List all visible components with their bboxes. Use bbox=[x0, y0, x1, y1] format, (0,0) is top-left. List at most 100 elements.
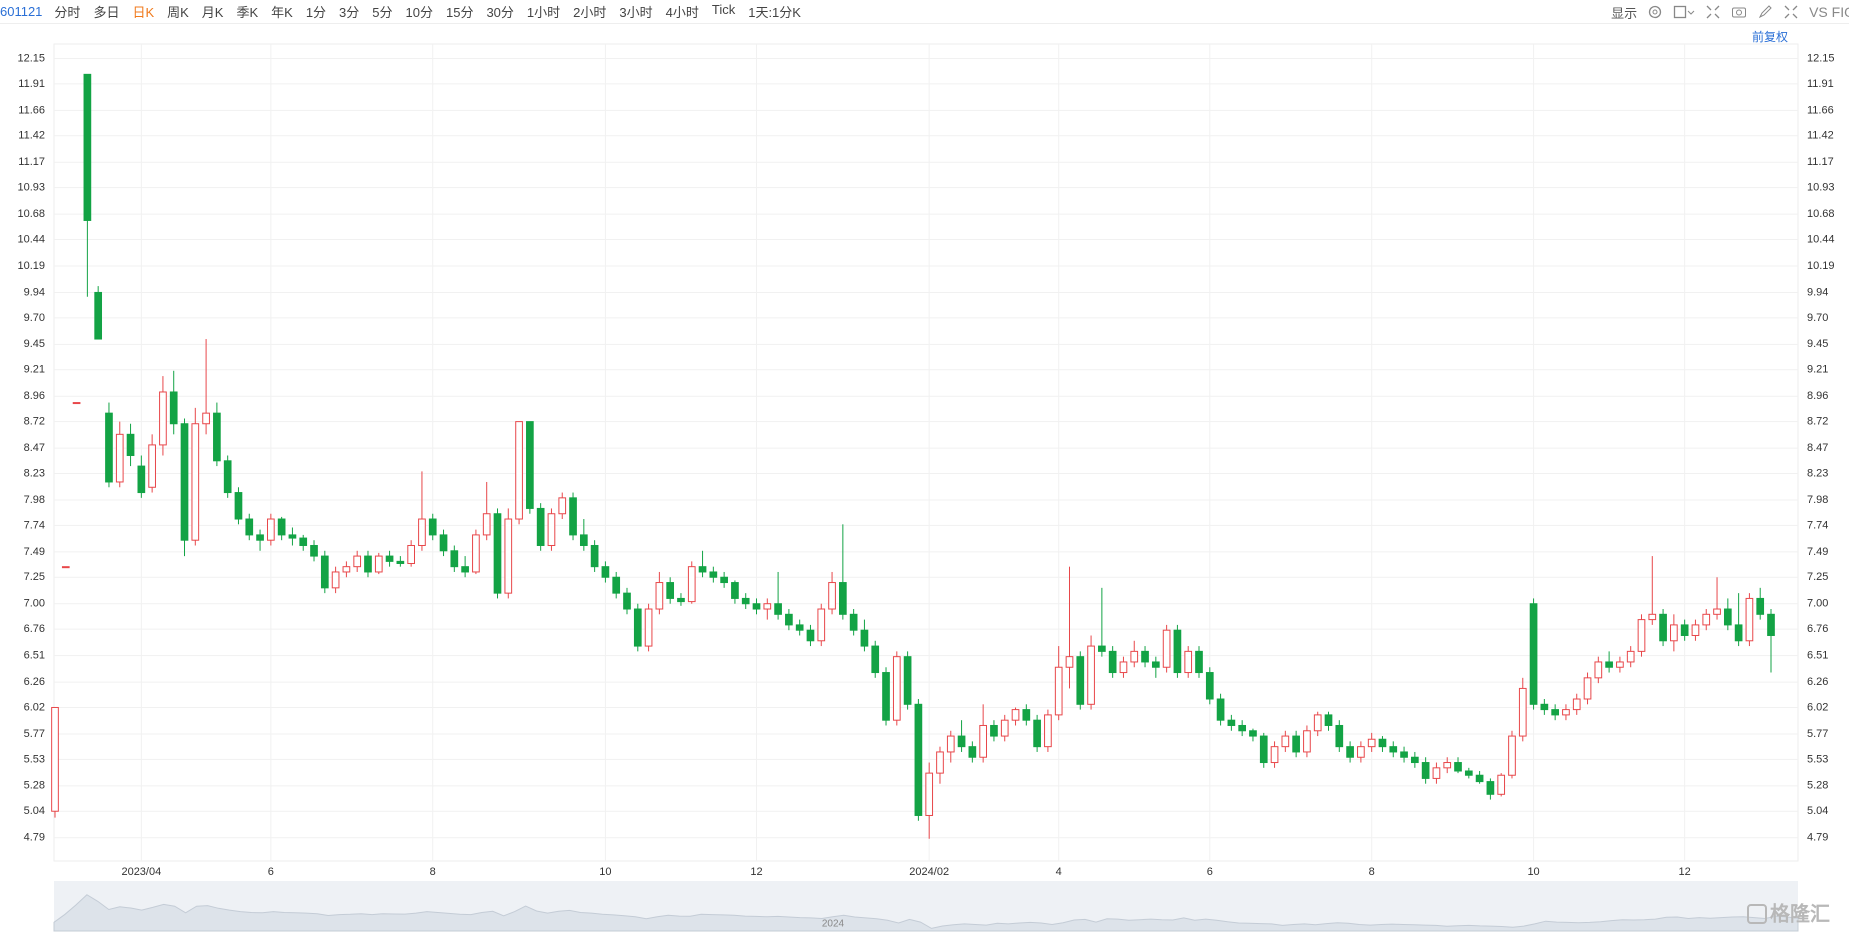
candle-body bbox=[61, 566, 70, 569]
candle bbox=[1723, 598, 1732, 631]
y-tick-label: 6.51 bbox=[24, 650, 45, 662]
candle bbox=[892, 651, 901, 726]
candle-body bbox=[504, 518, 513, 594]
y-tick-label: 7.98 bbox=[24, 494, 45, 506]
candle bbox=[1583, 672, 1592, 705]
candle bbox=[1184, 646, 1193, 678]
display-menu[interactable]: 显示 bbox=[1611, 5, 1638, 21]
candle-body bbox=[990, 724, 998, 737]
period-tab[interactable]: 4小时 bbox=[665, 5, 699, 20]
period-tab[interactable]: 多日 bbox=[93, 5, 120, 20]
candle-body bbox=[860, 629, 869, 647]
period-tab[interactable]: 10分 bbox=[405, 5, 433, 20]
period-tab[interactable]: 日K bbox=[132, 5, 155, 20]
candle bbox=[1562, 704, 1570, 721]
candle-body bbox=[1443, 762, 1452, 769]
candle bbox=[115, 421, 124, 488]
y-tick-label-right: 9.45 bbox=[1807, 338, 1828, 350]
candle-body bbox=[428, 518, 437, 536]
candle bbox=[1486, 778, 1495, 800]
candle-body bbox=[148, 444, 156, 488]
candle-body bbox=[1087, 645, 1095, 705]
period-tab[interactable]: 5分 bbox=[372, 5, 393, 20]
period-tab[interactable]: 3小时 bbox=[619, 5, 653, 20]
compare[interactable]: VS FIO bbox=[1809, 4, 1849, 20]
period-tab[interactable]: 分时 bbox=[54, 5, 81, 20]
candle bbox=[979, 704, 987, 763]
candle-body bbox=[105, 412, 113, 483]
period-tab[interactable]: 1天:1分K bbox=[748, 5, 801, 20]
y-tick-label: 6.26 bbox=[24, 676, 45, 688]
candle-body bbox=[1098, 645, 1106, 652]
period-tab[interactable]: 1分 bbox=[305, 5, 327, 20]
candle bbox=[1335, 720, 1344, 752]
y-tick-label-right: 7.00 bbox=[1807, 598, 1828, 610]
candle bbox=[644, 603, 653, 652]
candle bbox=[839, 524, 847, 620]
candle-body bbox=[536, 507, 545, 546]
candle-body bbox=[763, 603, 772, 610]
candle-body bbox=[547, 513, 556, 546]
camera-icon[interactable] bbox=[1731, 4, 1747, 20]
candle bbox=[353, 550, 362, 572]
candle-body bbox=[1011, 709, 1020, 721]
y-tick-label-right: 8.72 bbox=[1807, 416, 1828, 428]
candle bbox=[731, 580, 739, 604]
candle bbox=[601, 561, 610, 583]
x-tick-label: 4 bbox=[1056, 866, 1062, 878]
candle bbox=[612, 571, 621, 599]
candle-body bbox=[871, 645, 880, 674]
candle bbox=[1734, 593, 1743, 647]
draw-icon[interactable] bbox=[1757, 4, 1773, 20]
y-tick-label-right: 7.74 bbox=[1807, 519, 1828, 531]
candle bbox=[1691, 619, 1700, 641]
adjust-mode[interactable]: 前复权 bbox=[1752, 30, 1789, 44]
candle-body bbox=[1702, 613, 1711, 626]
candle bbox=[1572, 693, 1581, 715]
candle bbox=[957, 720, 966, 752]
candle-body bbox=[159, 391, 167, 446]
candle-body bbox=[526, 421, 534, 509]
candle bbox=[871, 640, 880, 678]
x-tick-label: 6 bbox=[268, 866, 274, 878]
period-tab[interactable]: 1小时 bbox=[526, 5, 561, 20]
candle-body bbox=[1259, 735, 1268, 764]
candle bbox=[590, 540, 599, 572]
period-tab[interactable]: 15分 bbox=[445, 5, 474, 20]
y-tick-label: 8.96 bbox=[24, 390, 45, 402]
period-tab[interactable]: 30分 bbox=[486, 5, 514, 20]
period-tab[interactable]: 年K bbox=[271, 5, 293, 20]
period-tab[interactable]: 周K bbox=[167, 5, 189, 20]
y-tick-label-right: 11.66 bbox=[1807, 104, 1834, 116]
period-tab[interactable]: 月K bbox=[201, 5, 224, 20]
candle bbox=[1119, 656, 1128, 678]
candle-body bbox=[1464, 770, 1473, 776]
candle bbox=[698, 550, 707, 578]
indicator-icon[interactable] bbox=[1783, 4, 1799, 20]
candle bbox=[504, 508, 513, 599]
candle-body bbox=[731, 582, 739, 599]
period-tab[interactable]: 季K bbox=[236, 5, 259, 20]
candle bbox=[418, 471, 426, 551]
settings-icon[interactable] bbox=[1647, 4, 1663, 20]
period-tab[interactable]: 3分 bbox=[339, 5, 360, 20]
y-tick-label: 10.44 bbox=[17, 233, 45, 245]
candle bbox=[1745, 593, 1754, 647]
candle-body bbox=[914, 703, 923, 816]
candle-body bbox=[331, 571, 340, 589]
period-tab[interactable]: 2小时 bbox=[573, 5, 607, 20]
fullscreen-icon[interactable] bbox=[1705, 4, 1721, 20]
candle-body bbox=[968, 746, 977, 758]
candle bbox=[299, 534, 308, 551]
candle bbox=[256, 529, 264, 551]
candle-body bbox=[979, 724, 987, 758]
candle-body bbox=[1713, 608, 1721, 615]
candle-body bbox=[374, 555, 383, 573]
period-tab[interactable]: Tick bbox=[711, 2, 736, 17]
stock-code[interactable]: 601121 bbox=[0, 4, 43, 19]
y-tick-label: 9.21 bbox=[24, 364, 45, 376]
layout-icon[interactable] bbox=[1673, 4, 1695, 20]
candle-body bbox=[1357, 746, 1365, 758]
